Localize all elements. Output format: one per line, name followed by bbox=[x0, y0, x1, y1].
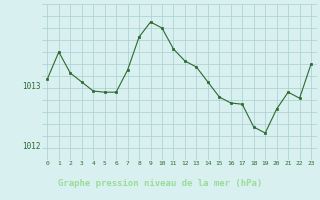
Text: Graphe pression niveau de la mer (hPa): Graphe pression niveau de la mer (hPa) bbox=[58, 179, 262, 188]
